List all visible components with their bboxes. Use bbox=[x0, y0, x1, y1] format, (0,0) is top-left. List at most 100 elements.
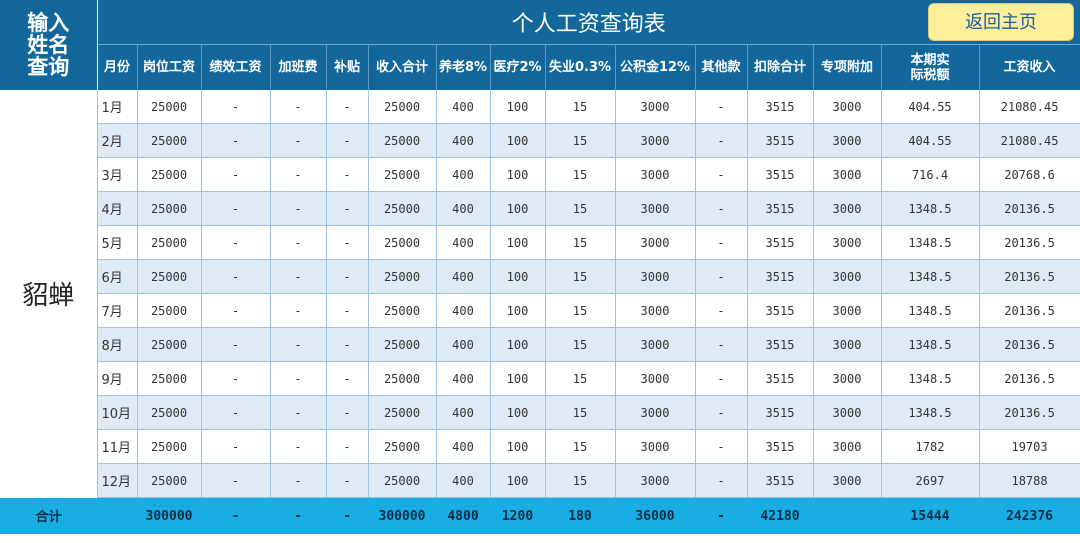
cell-overtime: - bbox=[270, 293, 327, 328]
cell-other: - bbox=[695, 191, 748, 226]
total-other: - bbox=[695, 497, 747, 534]
cell-pension: 400 bbox=[436, 191, 491, 226]
table-row: 2月 25000- - -25000 400 100 15 3000-3515 3000 404.… bbox=[0, 123, 1080, 158]
table-row: 12月 25000- - -25000 400 100 15 3000-3515 3000 269… bbox=[0, 463, 1080, 498]
cell-month: 1月 bbox=[97, 90, 138, 124]
cell-base-salary: 25000 bbox=[137, 225, 202, 260]
table-row: 10月 25000- - -25000 400 100 15 3000-3515 3000 134… bbox=[0, 395, 1080, 430]
cell-medical: 100 bbox=[490, 225, 546, 260]
cell-unemployment: 15 bbox=[545, 429, 616, 464]
cell-tax: 1348.5 bbox=[881, 259, 980, 294]
cell-other: - bbox=[695, 123, 748, 158]
cell-housing-fund: 3000 bbox=[615, 90, 696, 124]
cell-month: 10月 bbox=[97, 395, 138, 430]
cell-performance: - bbox=[201, 395, 271, 430]
table-row: 7月 25000- - -25000 400 100 15 3000-3515 3000 1348… bbox=[0, 293, 1080, 328]
cell-deduction-total: 3515 bbox=[747, 225, 814, 260]
cell-housing-fund: 3000 bbox=[615, 395, 696, 430]
cell-tax: 716.4 bbox=[881, 157, 980, 192]
table-row: 貂蝉 1月 25000- - -25000 400 100 15 3000-3515 3000 40… bbox=[0, 90, 1080, 498]
cell-housing-fund: 3000 bbox=[615, 429, 696, 464]
cell-medical: 100 bbox=[490, 293, 546, 328]
cell-overtime: - bbox=[270, 429, 327, 464]
col-header-deduction-total: 扣除合计 bbox=[747, 44, 814, 90]
cell-overtime: - bbox=[270, 225, 327, 260]
cell-medical: 100 bbox=[490, 361, 546, 396]
cell-tax: 404.55 bbox=[881, 123, 980, 158]
col-header-overtime: 加班费 bbox=[270, 44, 327, 90]
cell-tax: 2697 bbox=[881, 463, 980, 498]
col-header-income-total: 收入合计 bbox=[368, 44, 437, 90]
cell-net-income: 20136.5 bbox=[979, 225, 1080, 260]
table-row: 6月 25000- - -25000 400 100 15 3000-3515 3000 1348… bbox=[0, 259, 1080, 294]
name-query-line3: 查询 bbox=[27, 55, 70, 79]
cell-tax: 1348.5 bbox=[881, 327, 980, 362]
total-income-total: 300000 bbox=[368, 497, 436, 534]
cell-overtime: - bbox=[270, 463, 327, 498]
cell-pension: 400 bbox=[436, 157, 491, 192]
return-home-button[interactable]: 返回主页 bbox=[928, 3, 1075, 41]
cell-deduction-total: 3515 bbox=[747, 361, 814, 396]
cell-net-income: 20136.5 bbox=[979, 293, 1080, 328]
cell-other: - bbox=[695, 429, 748, 464]
cell-medical: 100 bbox=[490, 90, 546, 124]
name-query-line1: 输入 bbox=[27, 11, 70, 35]
total-month-blank bbox=[97, 497, 137, 534]
cell-net-income: 20136.5 bbox=[979, 327, 1080, 362]
cell-tax: 1348.5 bbox=[881, 361, 980, 396]
cell-overtime: - bbox=[270, 259, 327, 294]
cell-net-income: 20136.5 bbox=[979, 259, 1080, 294]
cell-unemployment: 15 bbox=[545, 123, 616, 158]
total-label: 合计 bbox=[0, 497, 97, 534]
cell-unemployment: 15 bbox=[545, 157, 616, 192]
col-header-other: 其他款 bbox=[695, 44, 748, 90]
cell-pension: 400 bbox=[436, 429, 491, 464]
cell-performance: - bbox=[201, 327, 271, 362]
total-tax: 15444 bbox=[881, 497, 979, 534]
cell-pension: 400 bbox=[436, 225, 491, 260]
cell-medical: 100 bbox=[490, 259, 546, 294]
cell-housing-fund: 3000 bbox=[615, 259, 696, 294]
cell-performance: - bbox=[201, 123, 271, 158]
cell-other: - bbox=[695, 259, 748, 294]
total-performance: - bbox=[201, 497, 270, 534]
cell-month: 4月 bbox=[97, 191, 138, 226]
cell-income-total: 25000 bbox=[368, 361, 437, 396]
cell-subsidy: - bbox=[326, 123, 369, 158]
total-base-salary: 300000 bbox=[137, 497, 201, 534]
cell-net-income: 20136.5 bbox=[979, 395, 1080, 430]
cell-net-income: 19703 bbox=[979, 429, 1080, 464]
total-medical: 1200 bbox=[490, 497, 545, 534]
cell-unemployment: 15 bbox=[545, 327, 616, 362]
cell-special-addition: 3000 bbox=[813, 429, 882, 464]
cell-income-total: 25000 bbox=[368, 225, 437, 260]
cell-special-addition: 3000 bbox=[813, 293, 882, 328]
cell-net-income: 18788 bbox=[979, 463, 1080, 498]
total-row: 合计 300000- - -300000 4800 1200 180 36000-42180 1… bbox=[0, 497, 1080, 534]
cell-overtime: - bbox=[270, 395, 327, 430]
cell-deduction-total: 3515 bbox=[747, 259, 814, 294]
cell-other: - bbox=[695, 361, 748, 396]
cell-net-income: 20136.5 bbox=[979, 361, 1080, 396]
cell-net-income: 20136.5 bbox=[979, 191, 1080, 226]
cell-tax: 1348.5 bbox=[881, 191, 980, 226]
cell-base-salary: 25000 bbox=[137, 293, 202, 328]
cell-base-salary: 25000 bbox=[137, 191, 202, 226]
cell-performance: - bbox=[201, 191, 271, 226]
cell-unemployment: 15 bbox=[545, 463, 616, 498]
cell-medical: 100 bbox=[490, 429, 546, 464]
cell-month: 2月 bbox=[97, 123, 138, 158]
cell-unemployment: 15 bbox=[545, 90, 616, 124]
employee-name-input[interactable]: 貂蝉 bbox=[0, 90, 98, 498]
cell-subsidy: - bbox=[326, 361, 369, 396]
cell-income-total: 25000 bbox=[368, 259, 437, 294]
col-header-medical: 医疗2% bbox=[490, 44, 546, 90]
page-title: 个人工资查询表 bbox=[511, 12, 666, 37]
cell-subsidy: - bbox=[326, 191, 369, 226]
cell-medical: 100 bbox=[490, 123, 546, 158]
col-header-special-addition: 专项附加 bbox=[813, 44, 882, 90]
cell-pension: 400 bbox=[436, 361, 491, 396]
cell-deduction-total: 3515 bbox=[747, 395, 814, 430]
cell-housing-fund: 3000 bbox=[615, 157, 696, 192]
cell-deduction-total: 3515 bbox=[747, 429, 814, 464]
